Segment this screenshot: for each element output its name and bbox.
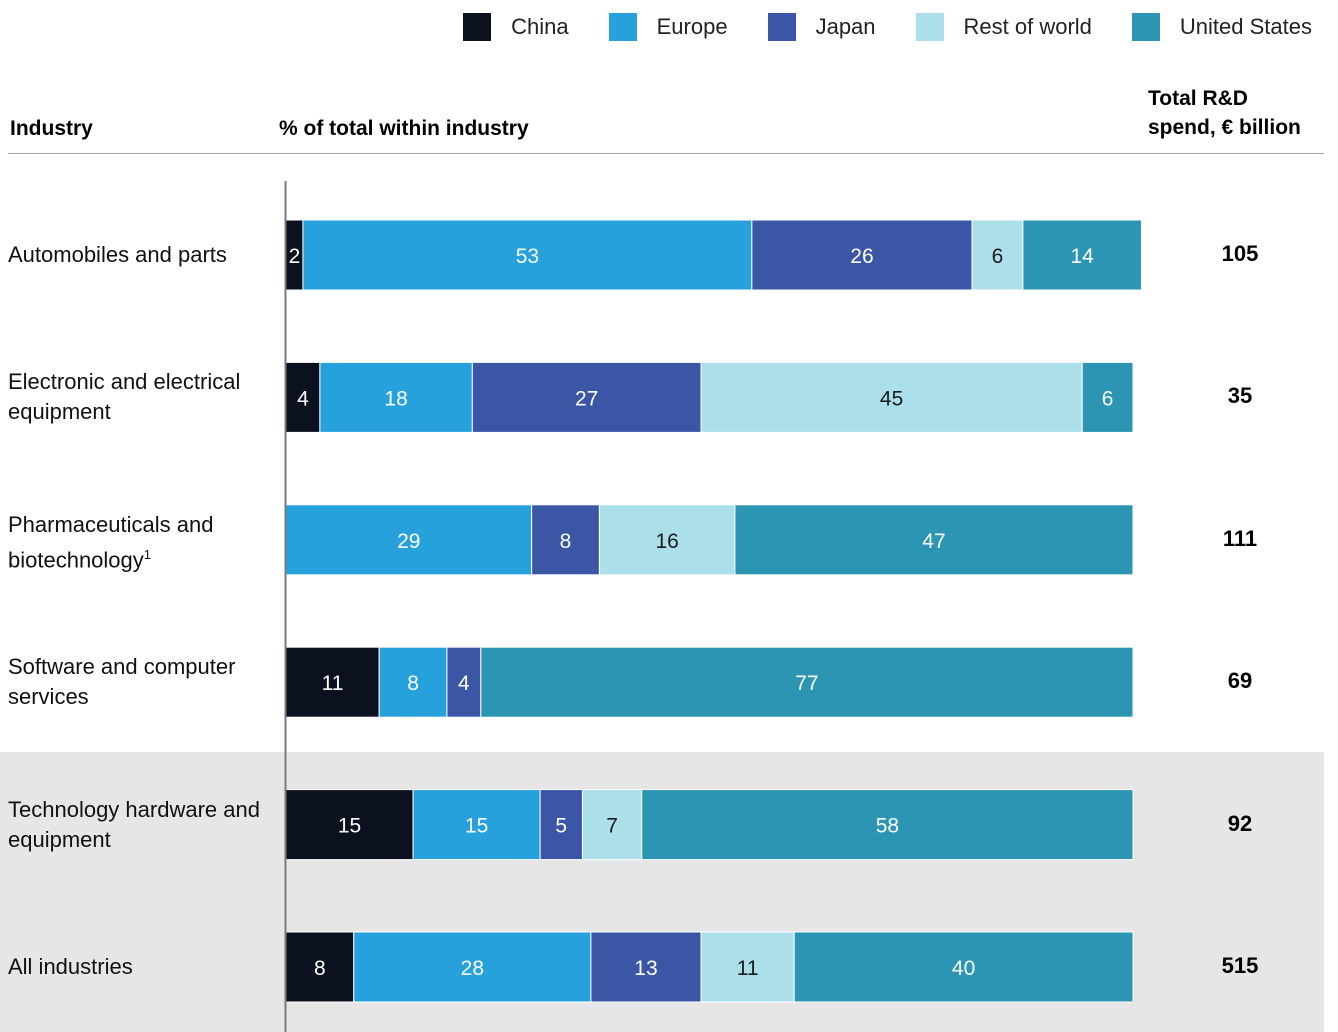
data-label-automobiles-and-parts-rest-of-world: 6 [992, 245, 1004, 268]
bar-all-industries-japan [590, 931, 702, 1003]
category-label-automobiles-and-parts: Automobiles and parts [8, 240, 276, 270]
data-label-automobiles-and-parts-europe: 53 [516, 245, 539, 268]
data-label-all-industries-japan: 13 [634, 957, 657, 980]
total-value-pharmaceuticals-and-biotechnology: 111 [1222, 525, 1258, 551]
bar-technology-hardware-and-equipment-rest-of-world [581, 789, 643, 861]
data-label-electronic-and-electrical-equipment-rest-of-world: 45 [880, 387, 903, 410]
category-label-text: Technology hardware and equipment [8, 796, 260, 852]
data-label-pharmaceuticals-and-biotechnology-europe: 29 [397, 530, 420, 553]
legend-label: Europe [656, 14, 728, 39]
legend-label: Japan [815, 14, 876, 39]
data-label-technology-hardware-and-equipment-united-states: 58 [876, 815, 899, 838]
total-value-electronic-and-electrical-equipment: 35 [1227, 383, 1253, 409]
category-label-text: Automobiles and parts [8, 242, 227, 267]
data-label-electronic-and-electrical-equipment-china: 4 [297, 387, 309, 410]
data-label-automobiles-and-parts-china: 2 [289, 245, 301, 268]
category-label-all-industries: All industries [8, 952, 276, 982]
data-label-pharmaceuticals-and-biotechnology-japan: 8 [560, 530, 572, 553]
bar-software-and-computer-services-united-states [480, 646, 1134, 718]
legend-label: China [511, 14, 569, 39]
data-label-software-and-computer-services-japan: 4 [458, 672, 470, 695]
data-label-electronic-and-electrical-equipment-europe: 18 [384, 387, 407, 410]
data-label-technology-hardware-and-equipment-japan: 5 [555, 815, 567, 838]
data-label-automobiles-and-parts-japan: 26 [850, 245, 873, 268]
bar-electronic-and-electrical-equipment-united-states [1081, 361, 1134, 433]
bar-automobiles-and-parts-rest-of-world [971, 219, 1024, 291]
data-label-technology-hardware-and-equipment-europe: 15 [465, 815, 488, 838]
category-label-text: All industries [8, 954, 133, 979]
total-value-automobiles-and-parts: 105 [1221, 241, 1259, 266]
bar-pharmaceuticals-and-biotechnology-united-states [734, 504, 1134, 576]
data-label-pharmaceuticals-and-biotechnology-rest-of-world: 16 [655, 530, 678, 553]
bar-automobiles-and-parts-united-states [1022, 219, 1142, 291]
category-label-software-and-computer-services: Software and computer services [8, 652, 276, 712]
bar-technology-hardware-and-equipment-europe [412, 789, 541, 861]
bar-technology-hardware-and-equipment-china [285, 789, 414, 861]
legend-swatch [608, 13, 637, 41]
bar-electronic-and-electrical-equipment-japan [471, 361, 702, 433]
data-label-technology-hardware-and-equipment-china: 15 [338, 815, 361, 838]
legend-item-japan: Japan [767, 13, 876, 41]
legend-swatch [1131, 13, 1160, 41]
category-label-technology-hardware-and-equipment: Technology hardware and equipment [8, 795, 276, 855]
category-label-text: Electronic and electrical equipment [8, 369, 241, 425]
bar-all-industries-rest-of-world [700, 931, 795, 1003]
bar-automobiles-and-parts-japan [751, 219, 973, 291]
bar-all-industries-united-states [793, 931, 1134, 1003]
legend-swatch [915, 13, 944, 41]
bar-software-and-computer-services-china [285, 646, 380, 718]
legend-swatch [767, 13, 796, 41]
total-header: Total R&D spend, € billion [1148, 87, 1301, 139]
bar-pharmaceuticals-and-biotechnology-japan [531, 504, 600, 576]
data-label-automobiles-and-parts-united-states: 14 [1071, 245, 1095, 268]
category-label-electronic-and-electrical-equipment: Electronic and electrical equipment [8, 367, 276, 427]
data-label-all-industries-europe: 28 [461, 957, 484, 980]
footnote-mark: 1 [143, 546, 152, 562]
legend-swatch [463, 13, 492, 41]
bar-electronic-and-electrical-equipment-rest-of-world [700, 361, 1083, 433]
data-label-software-and-computer-services-china: 11 [322, 672, 344, 695]
legend: China Europe Japan Rest of world United Stat… [463, 10, 1312, 44]
data-label-technology-hardware-and-equipment-rest-of-world: 7 [606, 815, 618, 838]
legend-item-united-states: United States [1131, 13, 1312, 41]
industry-header: Industry [10, 117, 93, 140]
total-value-technology-hardware-and-equipment: 92 [1227, 810, 1253, 836]
data-label-all-industries-china: 8 [314, 957, 326, 980]
bar-software-and-computer-services-europe [378, 646, 448, 718]
category-label-text: Pharmaceuticals and biotechnology [8, 511, 214, 573]
bar-technology-hardware-and-equipment-united-states [641, 789, 1134, 861]
header-divider [8, 153, 1324, 154]
data-label-electronic-and-electrical-equipment-japan: 27 [575, 387, 598, 410]
data-label-pharmaceuticals-and-biotechnology-united-states: 47 [922, 530, 945, 553]
legend-label: United States [1179, 14, 1312, 39]
data-label-software-and-computer-services-united-states: 77 [795, 672, 818, 695]
data-label-electronic-and-electrical-equipment-united-states: 6 [1102, 387, 1114, 410]
category-label-text: Software and computer services [8, 654, 236, 710]
data-label-all-industries-united-states: 40 [952, 957, 975, 980]
legend-label: Rest of world [963, 14, 1092, 39]
legend-item-europe: Europe [608, 13, 728, 41]
category-label-pharmaceuticals-and-biotechnology: Pharmaceuticals and biotechnology1 [8, 510, 276, 575]
legend-item-china: China [463, 13, 569, 41]
total-value-all-industries: 515 [1221, 953, 1259, 978]
data-label-all-industries-rest-of-world: 11 [737, 957, 759, 980]
bar-technology-hardware-and-equipment-japan [539, 789, 583, 861]
total-value-software-and-computer-services: 69 [1227, 668, 1253, 694]
data-label-software-and-computer-services-europe: 8 [407, 672, 419, 695]
bar-pharmaceuticals-and-biotechnology-rest-of-world [598, 504, 736, 576]
bar-electronic-and-electrical-equipment-europe [319, 361, 473, 433]
bar-all-industries-europe [353, 931, 592, 1003]
legend-item-rest-of-world: Rest of world [915, 13, 1092, 41]
x-axis-label: % of total within industry [279, 117, 529, 140]
